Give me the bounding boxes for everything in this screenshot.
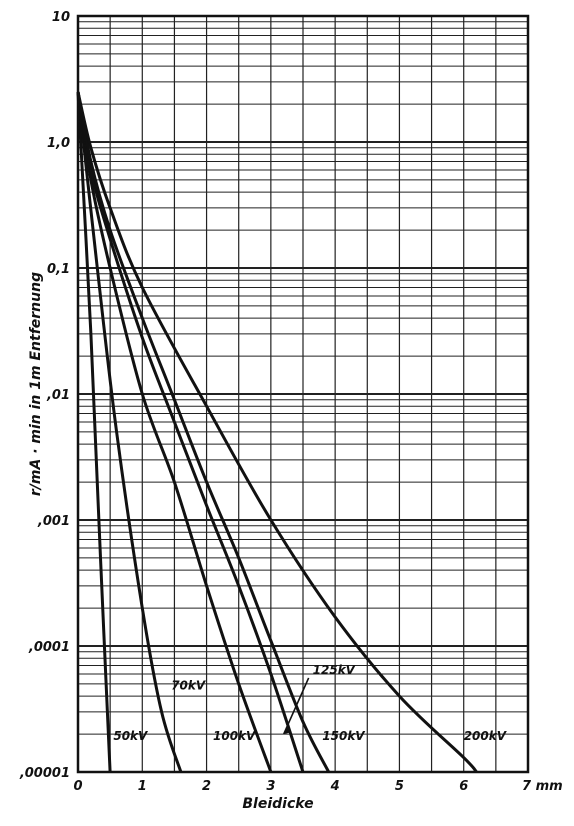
series-line-70kV — [76, 91, 183, 773]
curve-label-50kV: 50kV — [113, 729, 149, 743]
y-tick-label: ,01 — [46, 388, 70, 403]
curve-label-layer: 50kV 70kV 100kV 125kV 150kV 200kV — [113, 663, 507, 743]
y-tick-label: ,0001 — [28, 640, 70, 655]
y-tick-label: 1,0 — [47, 136, 70, 151]
x-tick-label: 7 mm — [522, 779, 563, 794]
series-line-150kV — [76, 91, 331, 773]
series-line-200kV — [76, 91, 478, 774]
x-tick-label: 4 — [330, 779, 340, 794]
x-tick-label: 0 — [73, 779, 82, 794]
x-tick-label: 6 — [459, 779, 468, 794]
grid-lines — [77, 16, 529, 773]
curve-label-100kV: 100kV — [213, 729, 257, 743]
x-axis-title: Bleidicke — [242, 796, 313, 812]
y-axis-title: r/mA · min in 1m Entfernung — [28, 272, 44, 496]
curve-label-125kV: 125kV — [313, 663, 357, 677]
curve-label-150kV: 150kV — [322, 729, 366, 743]
curve-label-70kV: 70kV — [171, 679, 207, 693]
label-leader-line — [282, 677, 310, 735]
series-layer — [76, 91, 478, 774]
y-tick-label: ,00001 — [19, 766, 70, 781]
x-tick-label: 1 — [138, 779, 147, 794]
y-tick-label: ,001 — [37, 514, 70, 529]
series-line-50kV — [76, 91, 112, 773]
y-tick-label: 10 — [52, 10, 70, 25]
x-tick-label: 3 — [266, 779, 275, 794]
y-tick-label: 0,1 — [47, 262, 70, 277]
x-tick-label: 2 — [202, 779, 211, 794]
series-line-125kV — [76, 91, 305, 773]
curve-label-200kV: 200kV — [464, 729, 508, 743]
series-line-100kV — [76, 91, 273, 773]
label-leader-arrowhead — [283, 726, 292, 735]
tick-label-layer: 0 1 2 3 4 5 6 7 mm 10 1,0 0,1 ,01 ,001 ,0001 ,00001 — [19, 10, 563, 794]
x-tick-label: 5 — [395, 779, 404, 794]
